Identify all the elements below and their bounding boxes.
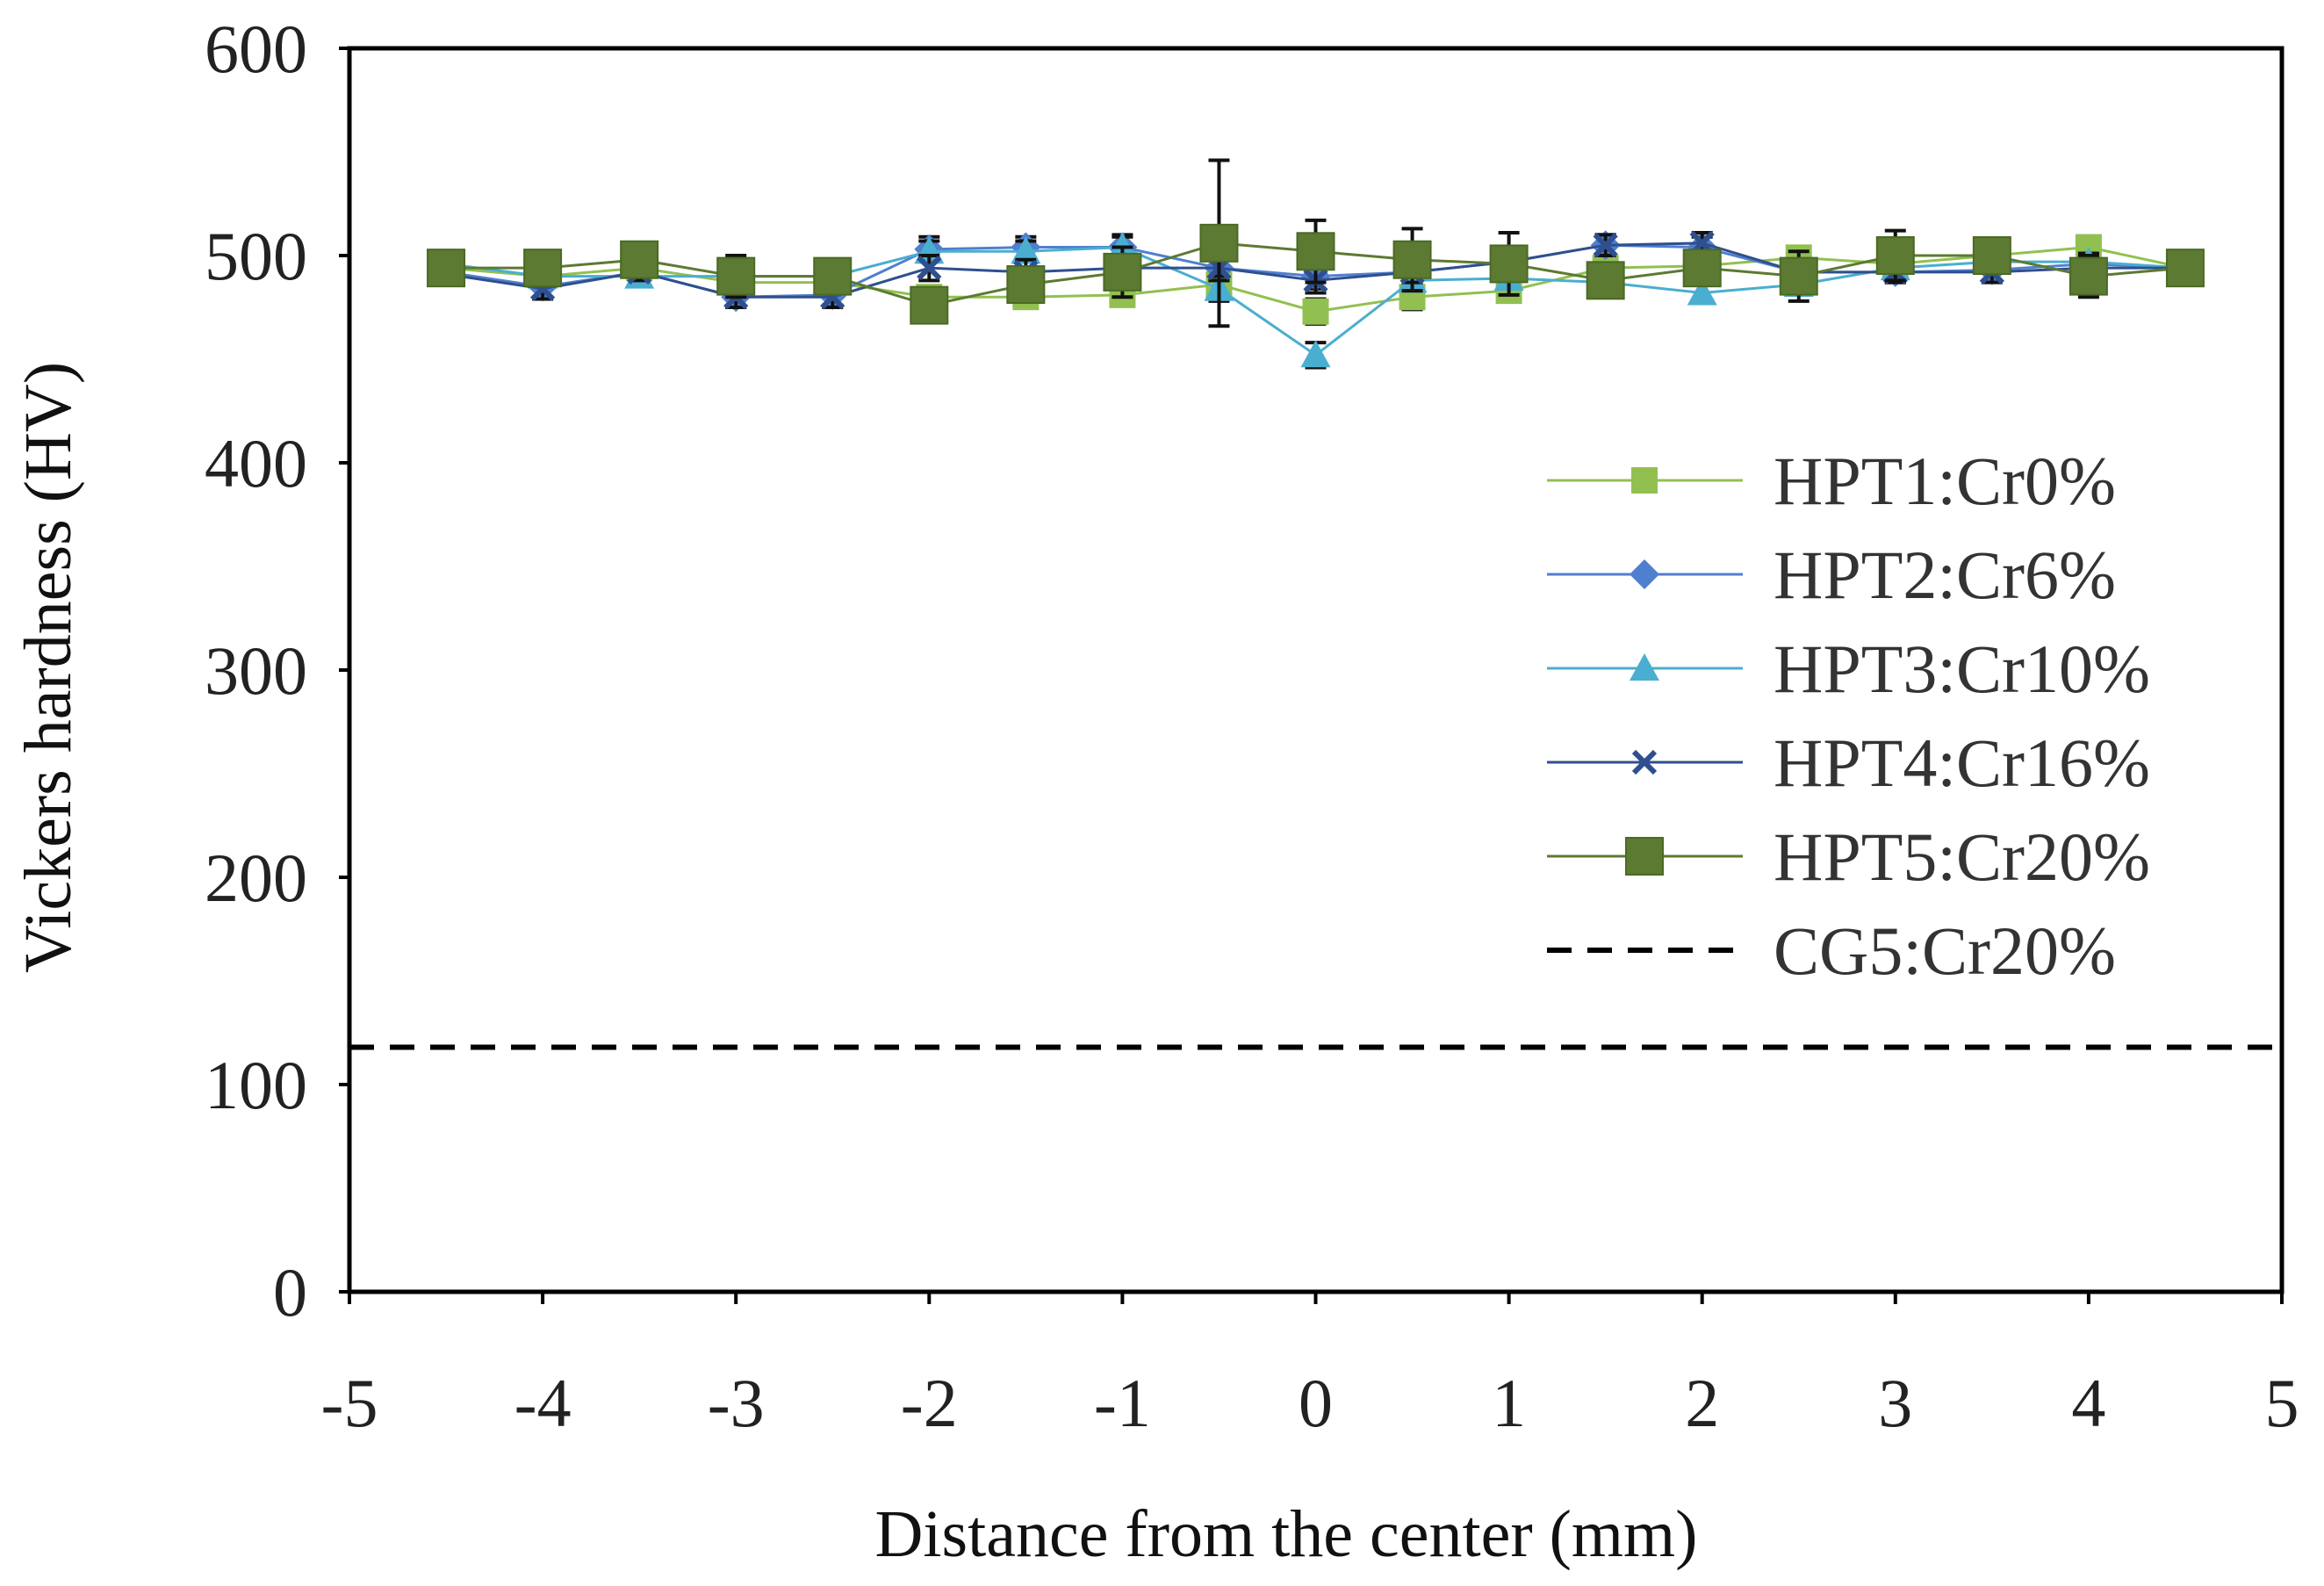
y-tick-label: 100 bbox=[205, 1047, 307, 1123]
series-layer bbox=[427, 158, 2205, 370]
data-point bbox=[1011, 236, 1041, 264]
legend-label: CG5:Cr20% bbox=[1774, 912, 2116, 989]
x-tick-label: -1 bbox=[1094, 1365, 1151, 1441]
data-point bbox=[813, 256, 853, 296]
data-point bbox=[917, 256, 942, 281]
y-tick-label: 600 bbox=[205, 11, 307, 87]
legend-label: HPT4:Cr16% bbox=[1774, 725, 2150, 801]
x-tick-label: 0 bbox=[1299, 1365, 1333, 1441]
legend-marker bbox=[1630, 559, 1659, 589]
data-point bbox=[2165, 249, 2205, 288]
data-point bbox=[1779, 256, 1818, 296]
legend-marker bbox=[1631, 467, 1658, 494]
x-tick-label: 1 bbox=[1492, 1365, 1526, 1441]
data-point bbox=[1489, 244, 1529, 284]
x-tick-label: -3 bbox=[708, 1365, 765, 1441]
x-axis: -5 -4 -3 -2 -1 0 1 2 3 4 5 bbox=[321, 1292, 2299, 1441]
data-point bbox=[427, 249, 466, 288]
data-point bbox=[716, 256, 756, 296]
data-point bbox=[1300, 340, 1331, 368]
y-axis: 0 100 200 300 400 500 600 bbox=[205, 11, 349, 1330]
series-5 bbox=[427, 158, 2205, 328]
legend-marker bbox=[1630, 653, 1659, 681]
data-point bbox=[2069, 256, 2108, 296]
data-point bbox=[1586, 261, 1625, 300]
x-tick-label: -2 bbox=[901, 1365, 958, 1441]
data-point bbox=[1687, 278, 1717, 306]
x-tick-label: 5 bbox=[2265, 1365, 2299, 1441]
data-point bbox=[1296, 232, 1335, 271]
legend-label: HPT1:Cr0% bbox=[1774, 443, 2116, 519]
y-tick-label: 400 bbox=[205, 425, 307, 501]
data-point bbox=[1302, 298, 1329, 325]
legend-label: HPT2:Cr6% bbox=[1774, 537, 2116, 613]
y-tick-label: 0 bbox=[273, 1254, 307, 1330]
y-tick-label: 200 bbox=[205, 840, 307, 916]
x-tick-label: 2 bbox=[1685, 1365, 1719, 1441]
data-point bbox=[620, 240, 659, 279]
data-point bbox=[910, 285, 949, 325]
y-tick-label: 300 bbox=[205, 632, 307, 709]
x-tick-label: 3 bbox=[1878, 1365, 1912, 1441]
y-tick-label: 500 bbox=[205, 218, 307, 294]
legend-label: HPT3:Cr10% bbox=[1774, 631, 2150, 707]
data-point bbox=[1875, 236, 1915, 275]
data-point bbox=[1682, 249, 1722, 288]
legend: HPT1:Cr0% HPT2:Cr6% HPT3:Cr10% HPT4:Cr16% HP… bbox=[1547, 443, 2150, 989]
legend-marker bbox=[1625, 837, 1664, 876]
legend-label: HPT5:Cr20% bbox=[1774, 818, 2150, 895]
x-tick-label: -5 bbox=[321, 1365, 378, 1441]
y-axis-title: Vickers hardness (HV) bbox=[11, 362, 85, 973]
data-point bbox=[1972, 236, 2011, 275]
data-point bbox=[1392, 240, 1432, 279]
data-point bbox=[1103, 252, 1142, 292]
x-axis-title: Distance from the center (mm) bbox=[875, 1497, 1698, 1571]
data-point bbox=[1593, 233, 1618, 258]
x-tick-label: -4 bbox=[514, 1365, 572, 1441]
legend-marker bbox=[1631, 749, 1658, 775]
x-tick-label: 4 bbox=[2071, 1365, 2105, 1441]
data-point bbox=[523, 249, 563, 288]
data-point bbox=[1006, 265, 1046, 305]
data-point bbox=[1199, 223, 1239, 263]
